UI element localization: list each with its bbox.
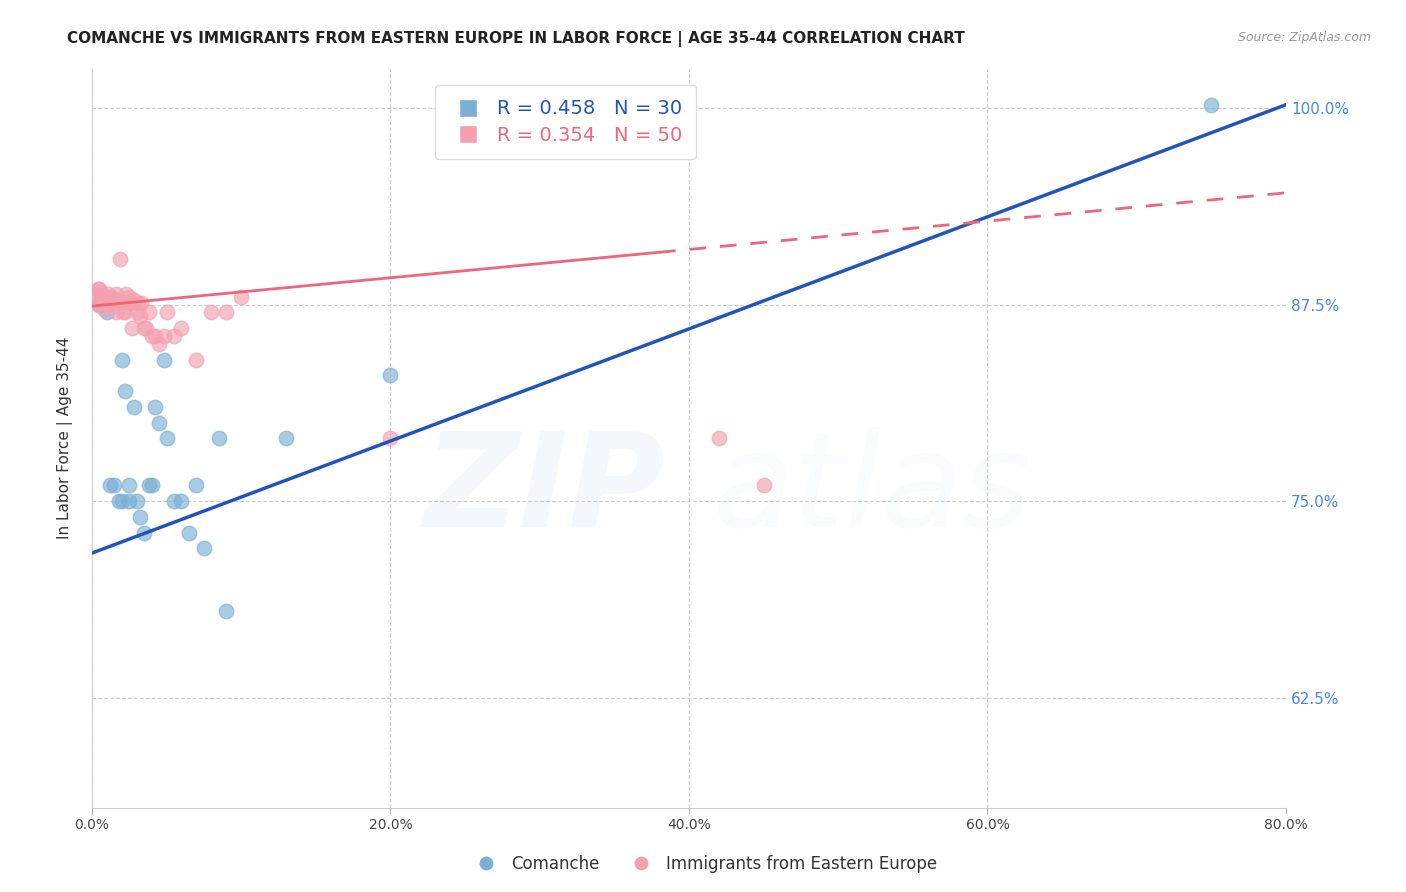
Point	[120, 296, 142, 310]
Point	[125, 305, 148, 319]
Point	[177, 525, 200, 540]
Point	[134, 321, 156, 335]
Point	[752, 478, 775, 492]
Point	[141, 329, 163, 343]
Point	[112, 305, 135, 319]
Point	[134, 525, 156, 540]
Point	[135, 321, 157, 335]
Point	[115, 286, 138, 301]
Point	[128, 510, 150, 524]
Point	[152, 329, 174, 343]
Point	[231, 290, 253, 304]
Point	[84, 286, 107, 301]
Point	[380, 431, 402, 445]
Point	[200, 305, 222, 319]
Point	[121, 321, 143, 335]
Point	[1201, 97, 1223, 112]
Point	[97, 286, 120, 301]
Point	[105, 293, 128, 307]
Point	[98, 296, 121, 310]
Text: ZIP: ZIP	[423, 426, 665, 554]
Point	[91, 296, 114, 310]
Point	[143, 329, 166, 343]
Point	[111, 296, 134, 310]
Point	[87, 282, 110, 296]
Point	[90, 286, 112, 301]
Point	[148, 416, 170, 430]
Point	[96, 296, 118, 310]
Legend: R = 0.458   N = 30, R = 0.354   N = 50: R = 0.458 N = 30, R = 0.354 N = 50	[436, 85, 696, 159]
Point	[104, 286, 127, 301]
Point	[107, 296, 129, 310]
Point	[128, 309, 150, 323]
Point	[170, 494, 193, 508]
Point	[163, 329, 186, 343]
Point	[89, 282, 111, 296]
Y-axis label: In Labor Force | Age 35-44: In Labor Force | Age 35-44	[58, 337, 73, 540]
Point	[111, 352, 134, 367]
Point	[114, 384, 136, 398]
Point	[111, 494, 134, 508]
Point	[193, 541, 215, 556]
Point	[152, 352, 174, 367]
Point	[127, 296, 149, 310]
Point	[129, 296, 152, 310]
Point	[138, 305, 160, 319]
Point	[118, 494, 141, 508]
Point	[215, 604, 238, 618]
Point	[148, 336, 170, 351]
Point	[93, 296, 115, 310]
Point	[170, 321, 193, 335]
Point	[103, 478, 125, 492]
Point	[208, 431, 231, 445]
Point	[101, 296, 124, 310]
Point	[114, 305, 136, 319]
Point	[122, 293, 145, 307]
Point	[107, 494, 129, 508]
Point	[186, 478, 208, 492]
Point	[100, 290, 122, 304]
Point	[125, 494, 148, 508]
Point	[141, 478, 163, 492]
Point	[138, 478, 160, 492]
Point	[122, 400, 145, 414]
Point	[104, 305, 127, 319]
Point	[274, 431, 297, 445]
Point	[380, 368, 402, 383]
Point	[110, 252, 132, 266]
Legend: Comanche, Immigrants from Eastern Europe: Comanche, Immigrants from Eastern Europe	[463, 848, 943, 880]
Point	[155, 305, 177, 319]
Text: COMANCHE VS IMMIGRANTS FROM EASTERN EUROPE IN LABOR FORCE | AGE 35-44 CORRELATIO: COMANCHE VS IMMIGRANTS FROM EASTERN EURO…	[67, 31, 966, 47]
Point	[86, 296, 108, 310]
Point	[89, 297, 111, 311]
Text: atlas: atlas	[713, 426, 1032, 554]
Point	[163, 494, 186, 508]
Point	[215, 305, 238, 319]
Point	[118, 290, 141, 304]
Point	[186, 352, 208, 367]
Point	[93, 302, 115, 317]
Text: Source: ZipAtlas.com: Source: ZipAtlas.com	[1237, 31, 1371, 45]
Point	[155, 431, 177, 445]
Point	[98, 478, 121, 492]
Point	[118, 478, 141, 492]
Point	[96, 305, 118, 319]
Point	[94, 290, 117, 304]
Point	[143, 400, 166, 414]
Point	[103, 293, 125, 307]
Point	[91, 290, 114, 304]
Point	[707, 431, 730, 445]
